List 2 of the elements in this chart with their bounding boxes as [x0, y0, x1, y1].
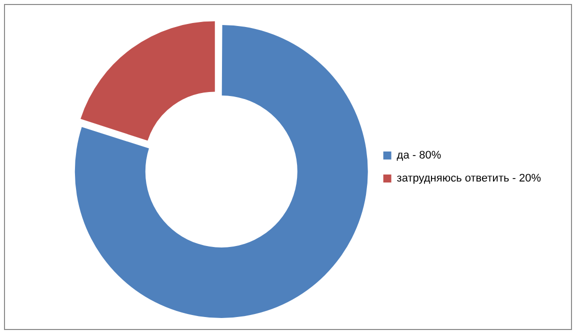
legend-label: затрудняюсь ответить - 20%: [396, 172, 542, 185]
legend-label: да - 80%: [396, 150, 442, 162]
